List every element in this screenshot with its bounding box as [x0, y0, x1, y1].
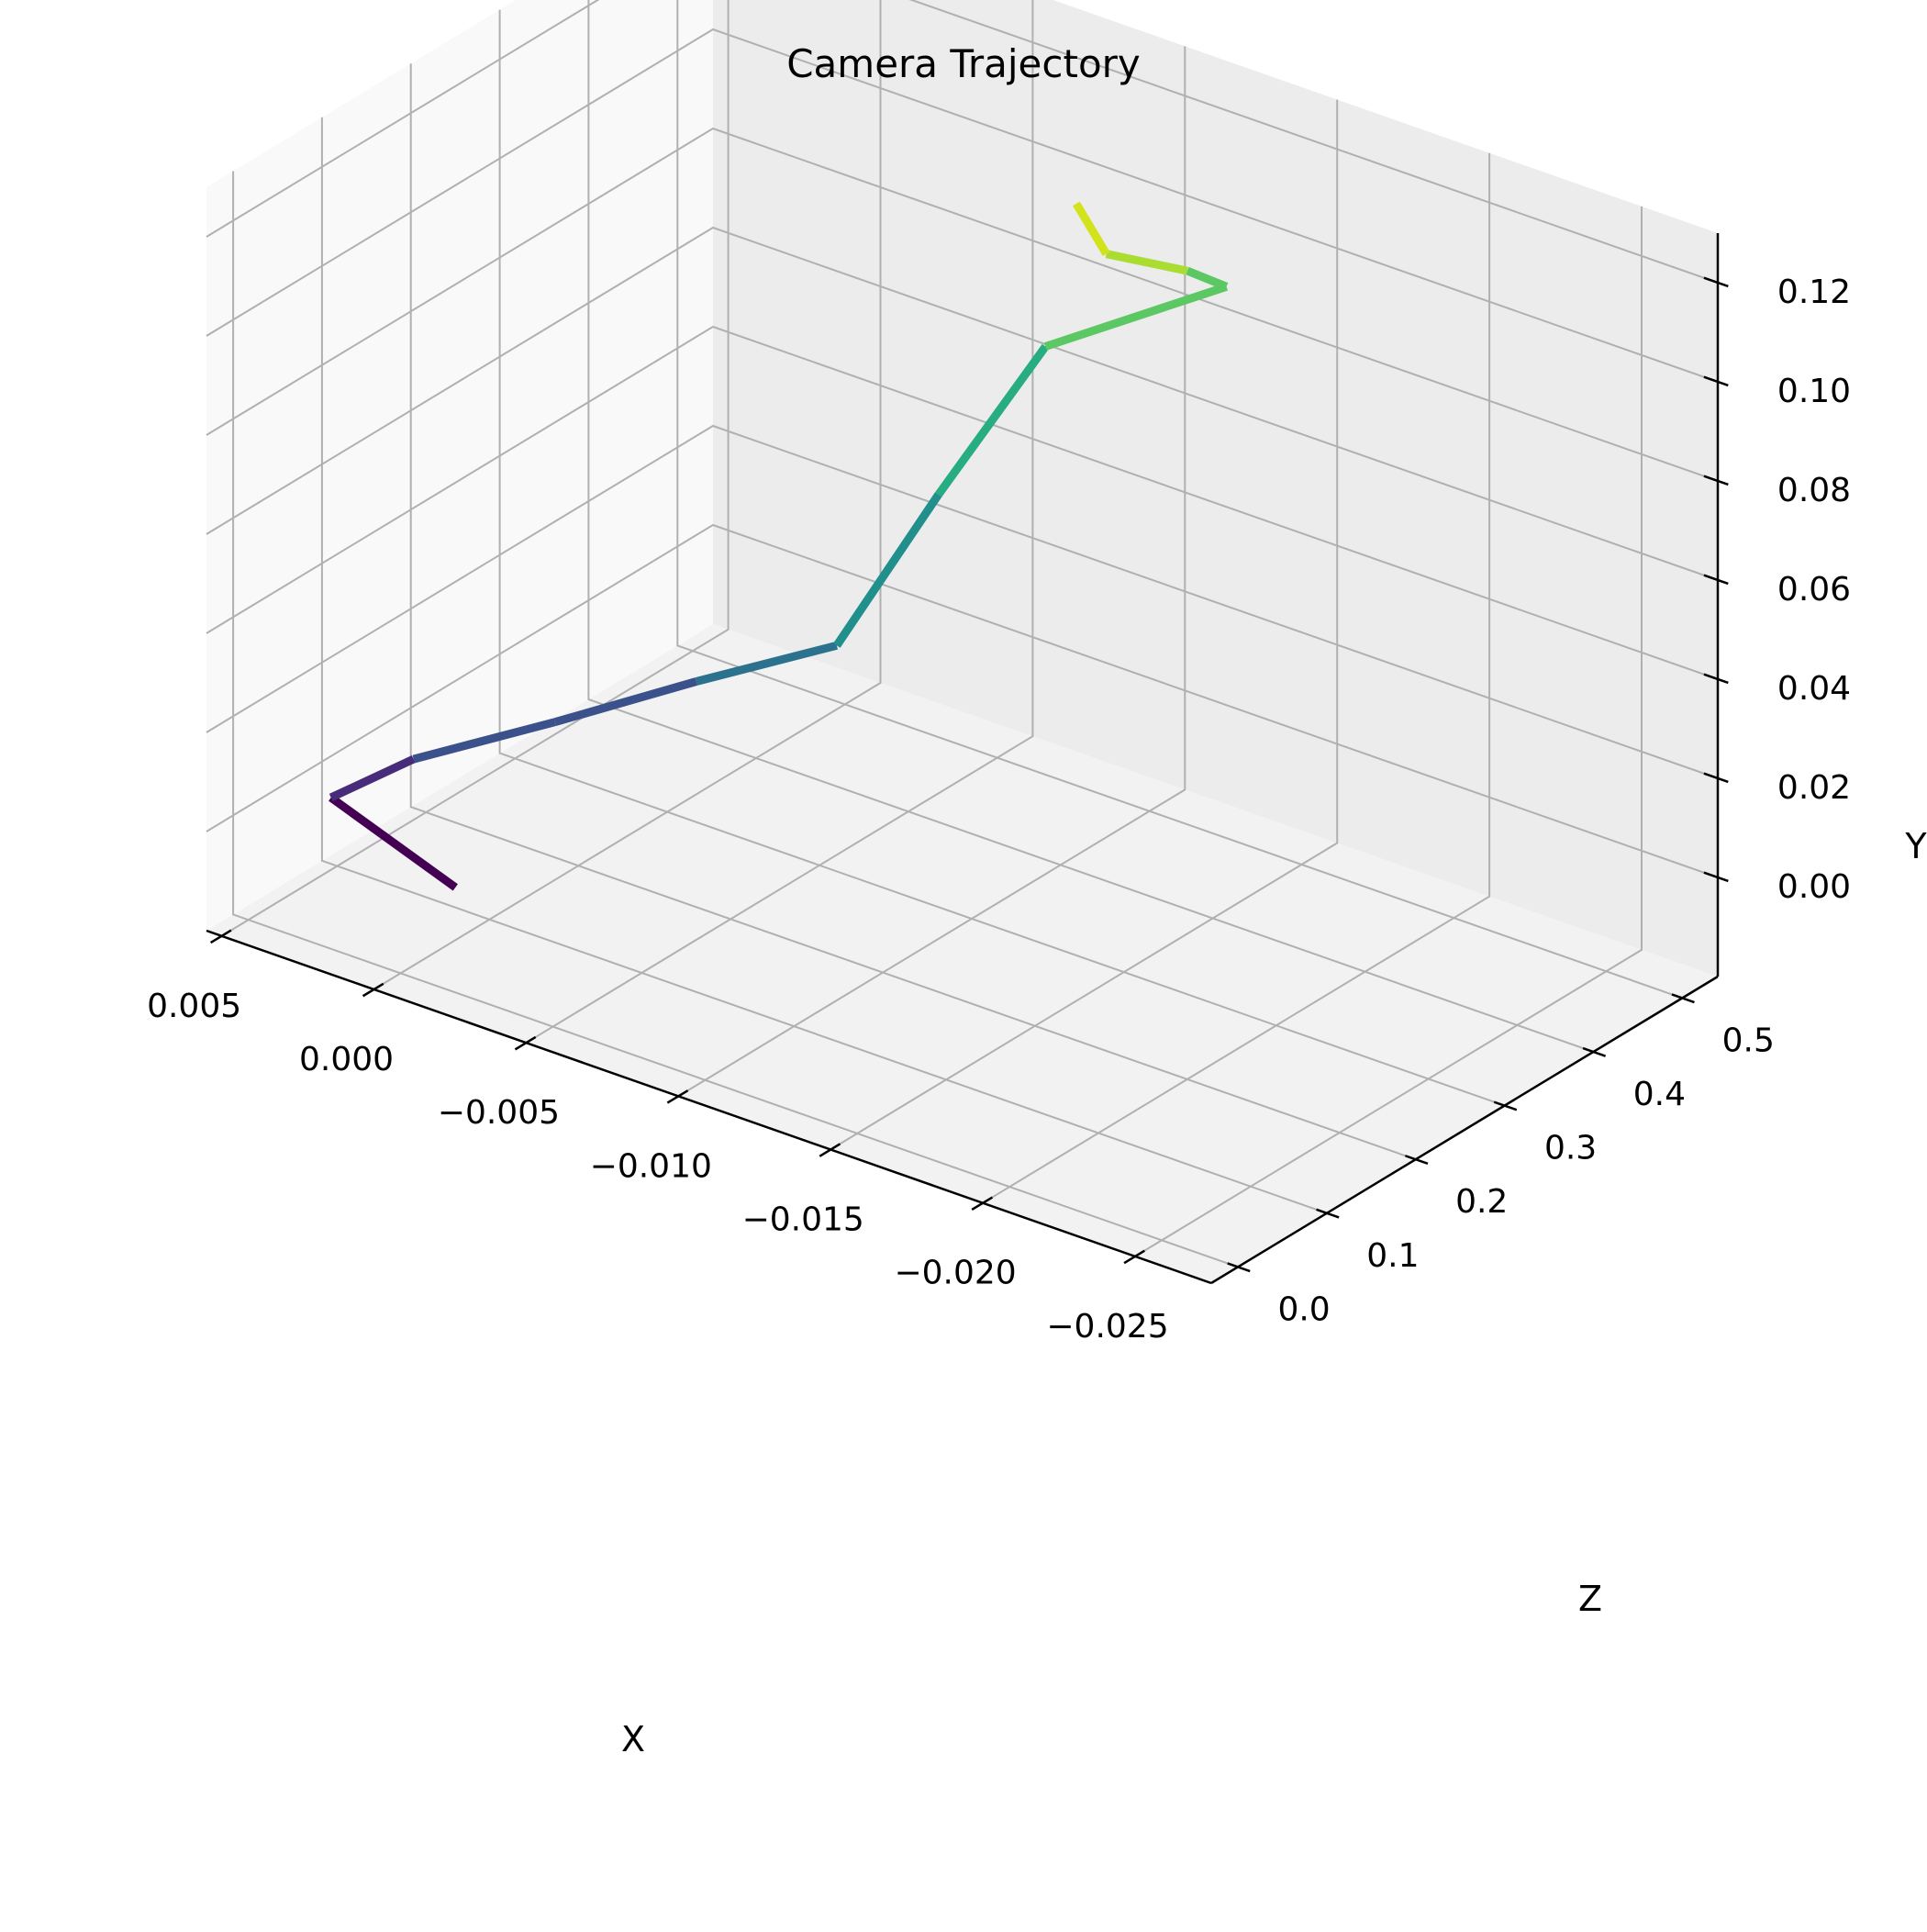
y-tick	[1703, 772, 1729, 784]
tick-labels: −0.025 −0.020 −0.015 −0.010 −0.005 0.000 0.005…	[147, 274, 1851, 1346]
y-tick	[1703, 574, 1729, 586]
z-axis-label: Z	[1578, 1579, 1602, 1619]
grid-lines	[206, 0, 1719, 1268]
x-tick-label: −0.005	[438, 1094, 560, 1132]
x-tick	[514, 1035, 537, 1051]
floor-pane	[206, 624, 1718, 1283]
trajectory-segment	[1186, 266, 1229, 291]
x-tick	[666, 1089, 689, 1104]
y-tick-label: 0.04	[1777, 670, 1851, 708]
y-grid-line	[206, 28, 1719, 383]
x-tick	[819, 1143, 841, 1157]
trajectory-segment	[833, 492, 942, 648]
y-axis-label: Y	[1904, 826, 1927, 866]
y-grid-line	[206, 226, 1719, 581]
y-tick-label: 0.00	[1777, 868, 1851, 906]
trajectory-segment	[1073, 201, 1110, 257]
z-axis-line	[1210, 975, 1719, 1285]
left-pane	[206, 0, 713, 931]
y-tick	[1703, 475, 1729, 486]
z-tick	[1404, 1155, 1429, 1166]
y-tick	[1703, 871, 1729, 883]
axis-panes	[206, 0, 1718, 1283]
trajectory-segment	[935, 343, 1050, 497]
y-tick-label: 0.10	[1777, 373, 1851, 410]
x-tick	[971, 1196, 994, 1212]
trajectory-segment	[412, 718, 556, 764]
y-grid-line	[206, 325, 1719, 680]
z-tick	[1493, 1100, 1518, 1111]
trajectory-segment	[1105, 250, 1188, 275]
trajectory-series	[329, 201, 1229, 891]
y-grid-line	[206, 523, 1719, 878]
x-tick-label: −0.020	[894, 1255, 1016, 1292]
z-tick-label: 0.3	[1544, 1130, 1597, 1167]
trajectory-segment	[1043, 283, 1229, 351]
trajectory-segment	[329, 794, 458, 891]
z-tick	[1227, 1262, 1251, 1273]
trajectory-segment	[329, 755, 416, 802]
x-tick	[362, 982, 384, 998]
y-tick-label: 0.12	[1777, 274, 1851, 311]
z-tick	[1316, 1208, 1340, 1219]
z-tick-label: 0.5	[1722, 1022, 1775, 1059]
x-tick-label: 0.000	[299, 1041, 394, 1078]
trajectory-segment	[695, 641, 839, 686]
z-tick	[1582, 1046, 1607, 1057]
chart-title: Camera Trajectory	[786, 41, 1141, 86]
back-pane	[713, 0, 1718, 977]
tick-marks	[209, 276, 1729, 1273]
trajectory-segment	[553, 677, 698, 727]
y-grid-line	[206, 127, 1719, 482]
y-tick	[1703, 673, 1729, 685]
z-tick	[1671, 993, 1695, 1004]
y-tick-label: 0.08	[1777, 472, 1851, 509]
z-tick-label: 0.0	[1277, 1290, 1330, 1328]
z-tick-label: 0.2	[1455, 1183, 1508, 1221]
x-tick-label: 0.005	[147, 988, 241, 1025]
x-tick	[209, 929, 232, 944]
x-tick-label: −0.025	[1046, 1308, 1168, 1346]
x-tick	[1123, 1249, 1145, 1265]
x-axis-label: X	[621, 1719, 645, 1759]
y-tick	[1703, 375, 1729, 387]
y-tick	[1703, 276, 1729, 288]
z-tick-label: 0.1	[1366, 1237, 1419, 1275]
y-grid-line	[206, 424, 1719, 779]
y-tick-label: 0.02	[1777, 769, 1851, 807]
x-tick-label: −0.010	[590, 1147, 712, 1185]
y-grid-line	[206, 0, 1719, 284]
y-tick-label: 0.06	[1777, 571, 1851, 609]
z-tick-label: 0.4	[1633, 1076, 1686, 1113]
x-tick-label: −0.015	[742, 1201, 864, 1239]
